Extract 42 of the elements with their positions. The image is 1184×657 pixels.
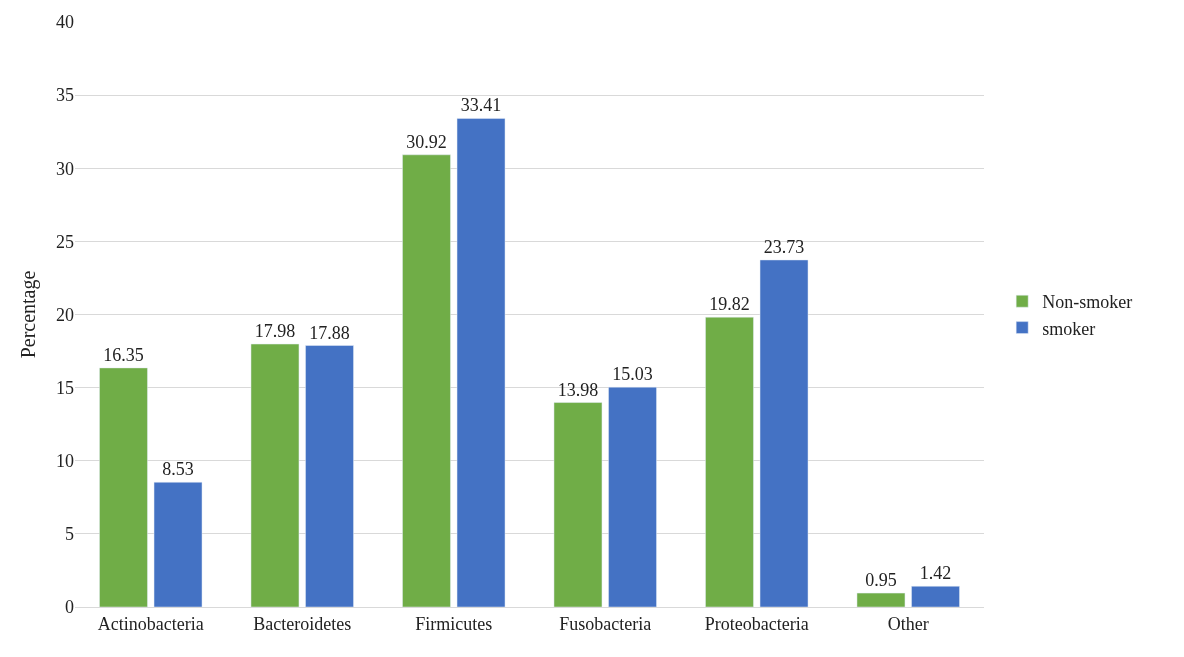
bar [402, 154, 451, 607]
x-tick-label: Bacteroidetes [253, 613, 352, 634]
data-label: 1.42 [919, 563, 952, 584]
y-tick-label: 15 [56, 377, 74, 398]
data-label: 13.98 [557, 379, 599, 400]
bar [553, 402, 603, 607]
y-tick-label: 10 [56, 451, 74, 472]
y-axis-title: Percentage [16, 270, 40, 359]
y-tick-label: 25 [56, 231, 74, 252]
x-tick-label: Fusobacteria [559, 613, 652, 634]
bar [856, 592, 906, 607]
y-tick-label: 20 [56, 304, 74, 325]
y-tick-label: 0 [65, 597, 74, 618]
y-tick-label: 5 [65, 524, 74, 545]
bar [456, 118, 506, 607]
bar [911, 585, 960, 607]
legend-label: Non-smoker [1042, 292, 1133, 313]
bar [250, 343, 300, 607]
x-tick-label: Other [887, 613, 929, 634]
bar [99, 367, 148, 607]
data-label: 19.82 [709, 294, 750, 315]
bar [705, 316, 754, 607]
data-label: 23.73 [763, 236, 805, 257]
x-tick-label: Actinobacteria [97, 613, 204, 634]
y-tick-label: 40 [56, 12, 74, 33]
data-label: 15.03 [612, 364, 653, 385]
data-label: 33.41 [460, 95, 502, 116]
legend-label: smoker [1042, 318, 1096, 339]
data-label: 0.95 [865, 570, 897, 591]
data-label: 16.35 [103, 344, 144, 365]
x-tick-label: Proteobacteria [704, 613, 809, 634]
data-label: 17.88 [309, 322, 350, 343]
x-tick-label: Firmicutes [415, 613, 493, 634]
bar [608, 386, 657, 607]
bar [305, 345, 354, 607]
y-tick-label: 30 [56, 158, 74, 179]
bar [153, 482, 203, 607]
data-label: 17.98 [254, 321, 296, 342]
bar [759, 259, 809, 607]
data-label: 8.53 [162, 459, 194, 480]
y-tick-label: 35 [56, 85, 74, 106]
data-label: 30.92 [406, 131, 447, 152]
